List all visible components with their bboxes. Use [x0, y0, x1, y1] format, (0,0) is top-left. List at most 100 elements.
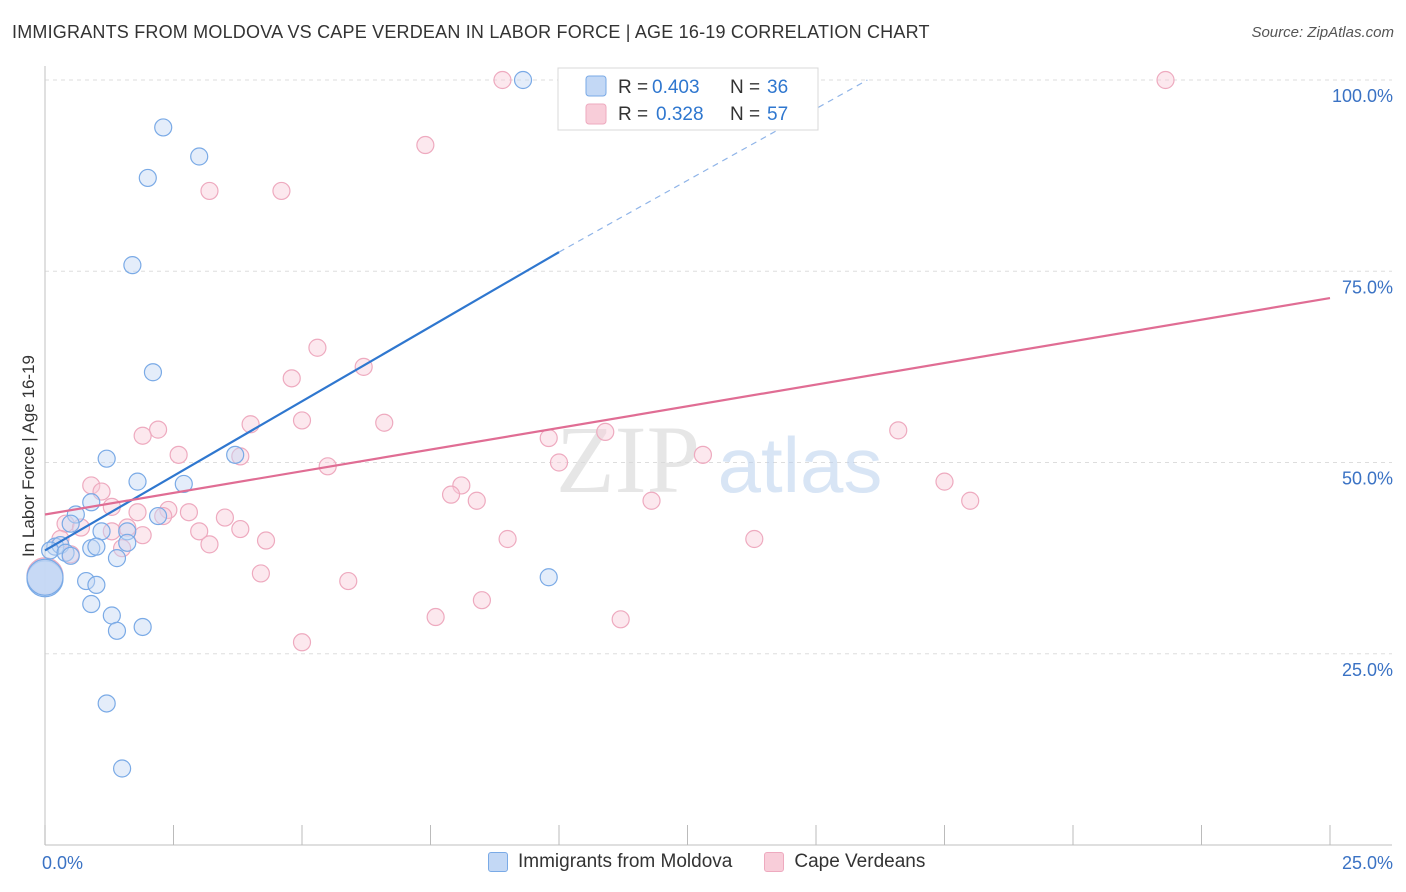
- moldova-point-9: [174, 474, 193, 494]
- capeverde-point-38: [102, 522, 121, 541]
- capeverde-point-48: [112, 539, 132, 558]
- capeverde-point-3: [416, 135, 435, 155]
- capeverde-point-47: [200, 535, 219, 554]
- y-tick-label-1: 50.0%: [1342, 469, 1393, 489]
- capeverde-point-12: [375, 413, 394, 432]
- capeverde-point-28: [642, 491, 661, 510]
- capeverde-point-34: [154, 506, 173, 526]
- moldova-point-20: [56, 543, 75, 562]
- capeverde-point-15: [133, 426, 152, 445]
- moldova-point-24: [107, 549, 127, 568]
- legend-label-moldova: Immigrants from Moldova: [518, 851, 733, 872]
- legend-swatch-icon-capeverde: [764, 852, 785, 872]
- capeverde-point-26: [441, 485, 461, 504]
- capeverde-point-33: [128, 503, 147, 522]
- moldova-point-29: [82, 594, 101, 614]
- moldova-point-5: [143, 363, 163, 382]
- moldova-point-34: [112, 759, 132, 778]
- moldova-point-2: [190, 147, 209, 166]
- capeverde-point-54: [611, 610, 630, 629]
- moldova-point-28: [539, 568, 558, 587]
- capeverde-point-45: [498, 529, 517, 549]
- series-legend: Immigrants from Moldova Cape Verdeans: [488, 851, 957, 873]
- legend-n-value-capeverde: 57: [767, 104, 788, 125]
- capeverde-point-29: [961, 491, 980, 510]
- moldova-point-6: [97, 449, 116, 468]
- legend-item-capeverde: Cape Verdeans: [764, 851, 925, 873]
- grid-lines: [45, 79, 1392, 655]
- moldova-point-26: [77, 571, 96, 591]
- legend-r-label-capeverde: R =: [618, 104, 648, 125]
- capeverde-point-55: [292, 633, 312, 652]
- capeverde-point-2: [1156, 70, 1175, 90]
- y-tick-label-2: 75.0%: [1342, 277, 1393, 297]
- stats-legend: R = 0.403 N = 36 R = 0.328 N = 57: [557, 67, 819, 131]
- chart-title: IMMIGRANTS FROM MOLDOVA VS CAPE VERDEAN …: [12, 22, 930, 42]
- capeverde-point-8: [282, 369, 301, 388]
- moldova-point-13: [61, 514, 80, 533]
- moldova-point-21: [61, 546, 80, 565]
- capeverde-point-44: [256, 531, 276, 550]
- capeverde-point-41: [190, 522, 209, 541]
- data-points: [26, 70, 1175, 778]
- capeverde-point-16: [539, 428, 558, 448]
- legend-swatch-capeverde: [585, 103, 607, 125]
- capeverde-point-35: [215, 508, 234, 527]
- moldova-point-0: [513, 70, 533, 90]
- series-capeverde: [26, 70, 1175, 652]
- capeverde-point-14: [889, 421, 908, 440]
- moldova-point-14: [92, 522, 111, 541]
- capeverde-point-9: [148, 420, 168, 439]
- axes: [44, 66, 1392, 846]
- capeverde-point-17: [169, 445, 188, 464]
- tick-labels: 25.0% 50.0% 75.0% 100.0% 0.0% 25.0%: [42, 86, 1393, 873]
- x-tick-label-right: 25.0%: [1342, 853, 1393, 873]
- legend-item-moldova: Immigrants from Moldova: [488, 851, 732, 873]
- capeverde-point-24: [452, 476, 471, 495]
- y-tick-label-0: 25.0%: [1342, 660, 1393, 680]
- moldova-point-12: [148, 506, 168, 526]
- capeverde-point-50: [251, 564, 270, 583]
- trend-line-capeverde: [44, 296, 1331, 516]
- capeverde-point-13: [596, 422, 615, 441]
- legend-r-value-capeverde: 0.328: [656, 104, 704, 125]
- moldova-point-35: [26, 558, 64, 596]
- moldova-point-23: [87, 537, 106, 556]
- moldova-point-3: [138, 168, 157, 188]
- legend-n-label-moldova: N =: [730, 77, 760, 98]
- legend-swatch-icon-moldova: [488, 852, 508, 872]
- capeverde-point-5: [272, 181, 291, 201]
- capeverde-point-27: [467, 491, 486, 510]
- capeverde-point-0: [493, 70, 512, 90]
- moldova-point-30: [102, 606, 121, 625]
- capeverde-point-40: [118, 518, 137, 537]
- legend-label-capeverde: Cape Verdeans: [794, 851, 926, 872]
- capeverde-point-46: [745, 529, 764, 549]
- capeverde-point-52: [472, 591, 491, 610]
- capeverde-point-4: [200, 181, 219, 201]
- moldova-point-27: [87, 575, 106, 595]
- moldova-point-7: [226, 445, 245, 464]
- series-moldova: [26, 70, 558, 778]
- trend-lines: [44, 79, 1331, 552]
- watermark-zip: ZIP: [556, 406, 700, 513]
- moldova-point-32: [133, 617, 152, 637]
- moldova-point-33: [97, 694, 116, 713]
- capeverde-point-32: [179, 503, 199, 522]
- moldova-point-1: [154, 118, 173, 137]
- legend-r-value-moldova: 0.403: [652, 77, 700, 98]
- watermark: ZIP atlas: [556, 406, 882, 513]
- moldova-point-31: [107, 621, 127, 640]
- source-label: Source: ZipAtlas.com: [1251, 24, 1394, 41]
- moldova-point-4: [123, 256, 142, 275]
- capeverde-point-53: [426, 607, 445, 627]
- capeverde-point-22: [935, 472, 954, 491]
- capeverde-point-19: [693, 445, 713, 464]
- capeverde-point-42: [133, 526, 152, 545]
- capeverde-point-20: [549, 453, 569, 472]
- moldova-point-16: [118, 533, 137, 552]
- watermark-atlas: atlas: [718, 421, 883, 509]
- trend-line-moldova-extension: [558, 79, 868, 253]
- capeverde-point-6: [308, 338, 327, 357]
